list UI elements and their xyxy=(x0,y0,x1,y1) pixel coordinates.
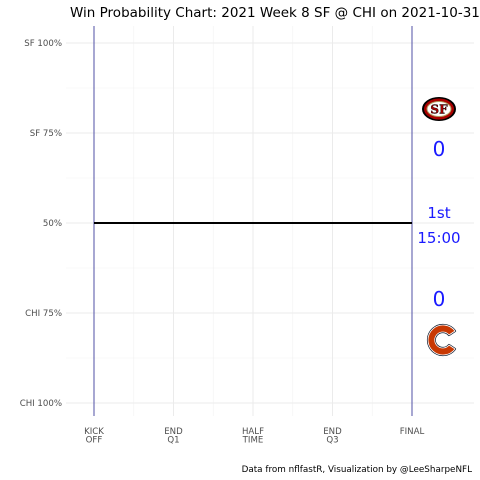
x-tick-label-line: HALF xyxy=(242,427,264,437)
y-tick-label: CHI 75% xyxy=(25,309,62,319)
x-tick-label-line: FINAL xyxy=(400,427,425,437)
x-tick-label-line: TIME xyxy=(242,436,264,446)
x-tick-label: FINAL xyxy=(400,427,425,437)
svg-text:SF: SF xyxy=(430,103,448,117)
x-tick-label-line: Q3 xyxy=(326,436,338,446)
x-tick-label-line: KICK xyxy=(84,427,104,437)
sf-49ers-logo: SF xyxy=(422,97,456,121)
chi-score: 0 xyxy=(433,287,446,311)
chart-title: Win Probability Chart: 2021 Week 8 SF @ … xyxy=(70,5,480,21)
x-tick-label-line: END xyxy=(164,427,183,437)
chi-bears-logo xyxy=(426,323,457,357)
y-tick-label: 50% xyxy=(43,219,62,229)
y-tick-label: SF 75% xyxy=(30,129,62,139)
y-tick-label: SF 100% xyxy=(24,39,62,49)
chart-caption: Data from nflfastR, Visualization by @Le… xyxy=(242,465,473,475)
x-tick-label-line: OFF xyxy=(86,436,103,446)
x-tick-label-line: END xyxy=(323,427,342,437)
grid-minor xyxy=(66,26,474,416)
y-axis-ticks: SF 100% SF 75% 50% CHI 75% CHI 100% xyxy=(20,39,62,409)
x-tick-label-line: Q1 xyxy=(167,436,179,446)
clock-label: 15:00 xyxy=(417,229,460,247)
quarter-label: 1st xyxy=(427,204,450,222)
boundary-lines xyxy=(93,26,413,416)
sf-score: 0 xyxy=(433,137,446,161)
y-tick-label: CHI 100% xyxy=(20,399,62,409)
